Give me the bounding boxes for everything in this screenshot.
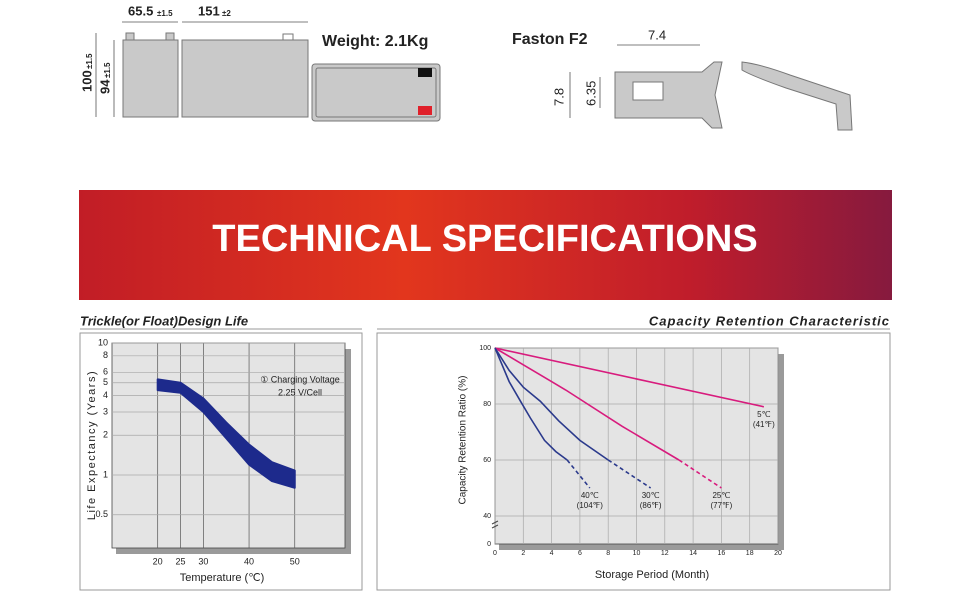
series-projection <box>566 459 591 489</box>
series-line <box>494 347 568 461</box>
y-tick-label: 2 <box>103 430 108 440</box>
axis-break <box>491 520 499 529</box>
dimension-lines <box>95 21 700 118</box>
series-label: (77℉) <box>710 501 732 510</box>
x-axis-label: Storage Period (Month) <box>595 569 709 581</box>
x-tick-label: 25 <box>176 556 186 566</box>
banner <box>79 190 892 300</box>
x-tick-label: 0 <box>493 550 497 557</box>
dim-tolerance: ±1.5 <box>103 62 112 78</box>
x-tick-label: 20 <box>774 550 782 557</box>
y-tick-label: 5 <box>103 377 108 387</box>
y-axis-label: Life Expectancy (Years) <box>86 370 98 520</box>
dim-width: 65.5 <box>128 3 153 18</box>
x-tick-label: 30 <box>198 556 208 566</box>
dim-length: 151 <box>198 3 220 18</box>
y-tick-label: 10 <box>98 337 108 347</box>
dim-tolerance: ±1.5 <box>157 9 173 18</box>
x-tick-label: 40 <box>244 556 254 566</box>
series-label: (41℉) <box>753 420 775 429</box>
series-projection <box>607 459 652 489</box>
y-break-label: 0 <box>487 541 491 548</box>
y-tick-label: 0.5 <box>95 509 108 519</box>
charts: Trickle(or Float)Design Life Temperature … <box>80 313 890 584</box>
y-axis-label: Capacity Retention Ratio (%) <box>458 376 469 505</box>
x-axis-label: Temperature (℃) <box>180 572 265 584</box>
terminal-title: Faston F2 <box>512 31 588 48</box>
banner-title: TECHNICAL SPECIFICATIONS <box>212 218 757 260</box>
x-tick-label: 4 <box>550 550 554 557</box>
x-tick-label: 50 <box>290 556 300 566</box>
battery-drawing <box>122 32 853 131</box>
y-tick-label: 40 <box>483 513 491 520</box>
weight: Weight: 2.1Kg <box>322 33 428 50</box>
series-line <box>494 347 609 461</box>
dim-tolerance: ±2 <box>222 9 231 18</box>
y-tick-label: 80 <box>483 401 491 408</box>
dim-height: 94 <box>97 79 112 94</box>
series-line <box>494 347 680 461</box>
y-tick-label: 1 <box>103 469 108 479</box>
life-band <box>156 378 296 489</box>
series-label: (86℉) <box>640 501 662 510</box>
terminal-width: 7.4 <box>648 27 666 42</box>
series-label: 25℃ <box>712 491 730 500</box>
series-projection <box>678 459 722 489</box>
series-label: (104℉) <box>577 501 604 510</box>
x-tick-label: 18 <box>746 550 754 557</box>
x-tick-label: 20 <box>153 556 163 566</box>
annotation: ① Charging Voltage <box>260 374 340 384</box>
y-tick-label: 60 <box>483 457 491 464</box>
x-tick-label: 12 <box>661 550 669 557</box>
chart-title: Capacity Retention Characteristic <box>649 313 890 328</box>
series-label: 5℃ <box>757 410 770 419</box>
y-tick-label: 100 <box>479 345 491 352</box>
series-line <box>494 347 765 408</box>
y-tick-label: 4 <box>103 390 108 400</box>
plot-area <box>111 342 346 549</box>
terminal-height: 7.8 <box>551 88 566 106</box>
x-tick-label: 10 <box>633 550 641 557</box>
dim-height: 100 <box>79 70 94 92</box>
y-tick-label: 8 <box>103 350 108 360</box>
x-tick-label: 8 <box>606 550 610 557</box>
x-tick-label: 14 <box>689 550 697 557</box>
dim-tolerance: ±1.5 <box>85 53 94 69</box>
annotation: 2.25 V/Cell <box>278 387 322 397</box>
y-tick-label: 3 <box>103 406 108 416</box>
x-tick-label: 6 <box>578 550 582 557</box>
x-tick-label: 16 <box>718 550 726 557</box>
terminal-height: 6.35 <box>583 81 598 106</box>
series-label: 30℃ <box>642 491 660 500</box>
x-tick-label: 2 <box>521 550 525 557</box>
chart-title: Trickle(or Float)Design Life <box>80 313 248 328</box>
y-tick-label: 6 <box>103 367 108 377</box>
series-label: 40℃ <box>581 491 599 500</box>
